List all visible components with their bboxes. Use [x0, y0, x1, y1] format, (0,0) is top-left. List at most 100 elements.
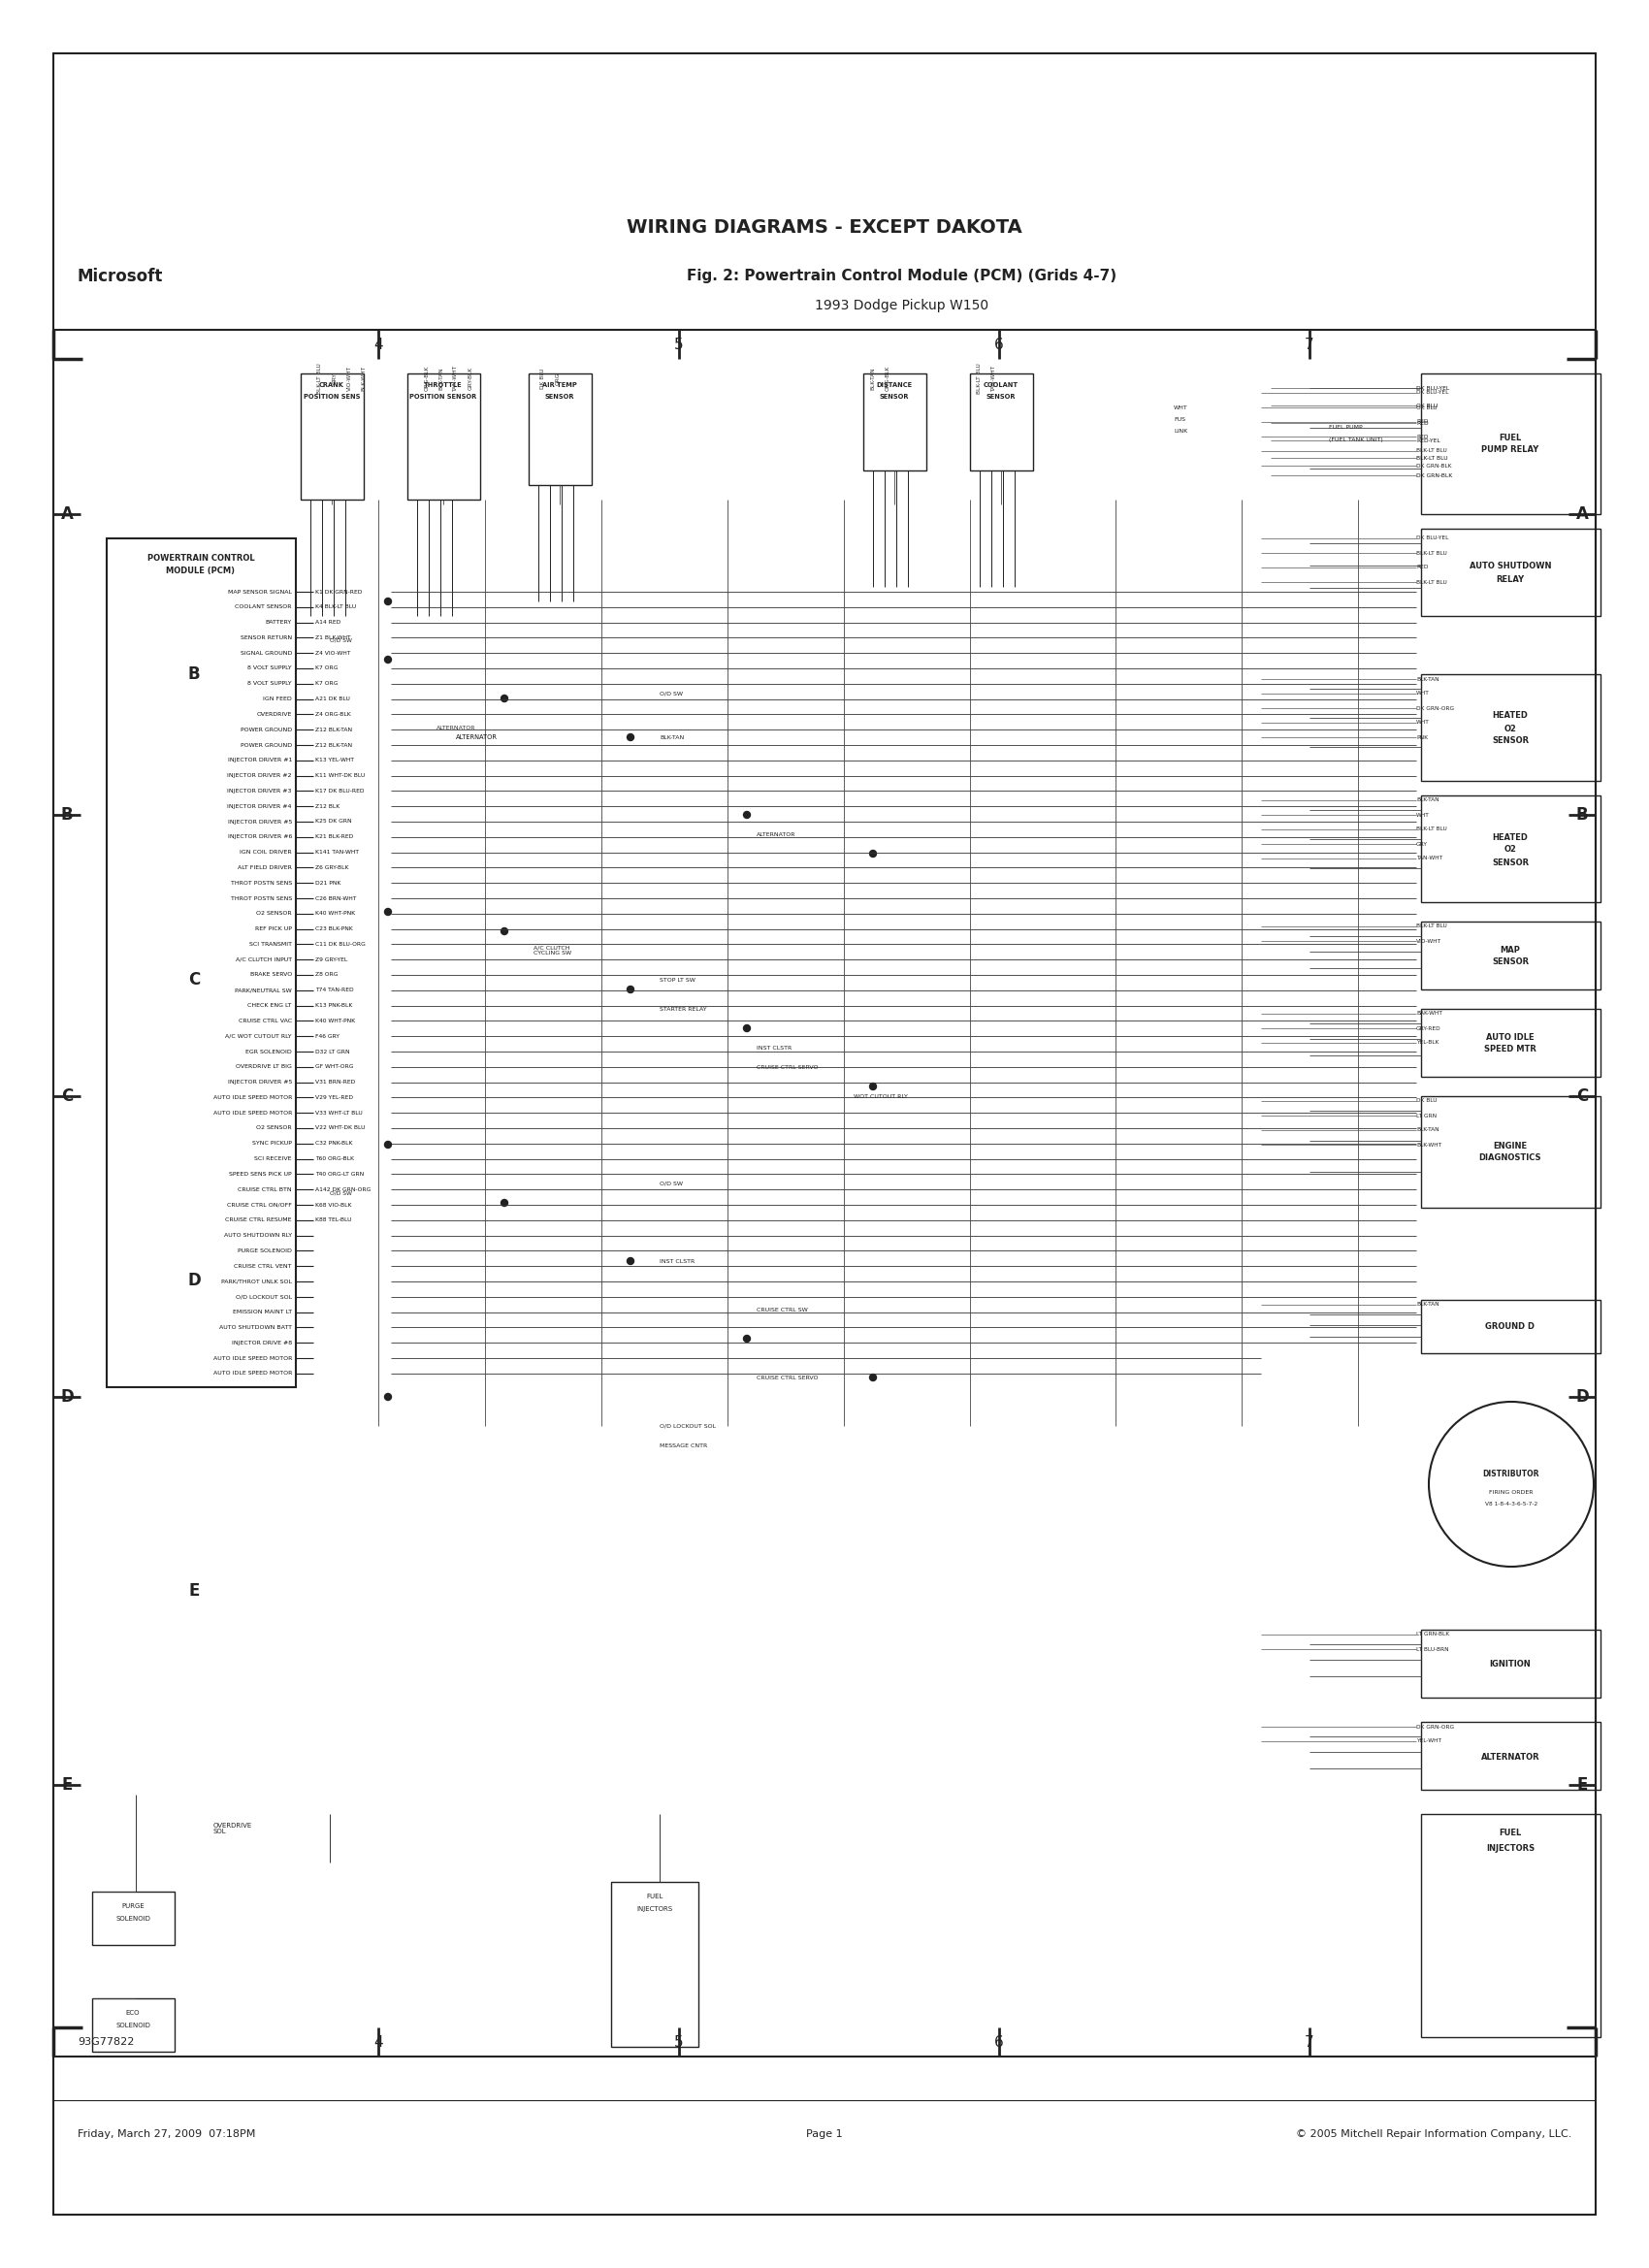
- Text: BLK-TAN: BLK-TAN: [1416, 1127, 1440, 1132]
- Text: T40 ORG-LT GRN: T40 ORG-LT GRN: [315, 1173, 364, 1177]
- Text: SYNC PICKUP: SYNC PICKUP: [252, 1141, 292, 1145]
- Text: Z6 GRY-BLK: Z6 GRY-BLK: [315, 864, 348, 871]
- Circle shape: [869, 1374, 876, 1381]
- Text: AUTO IDLE SPEED MOTOR: AUTO IDLE SPEED MOTOR: [213, 1111, 292, 1116]
- Text: ENGINE: ENGINE: [1494, 1141, 1527, 1150]
- Text: T74 TAN-RED: T74 TAN-RED: [315, 989, 353, 993]
- Text: WHT: WHT: [1416, 721, 1430, 726]
- Text: INJECTORS: INJECTORS: [637, 1905, 673, 1912]
- Text: Z4 VIO-WHT: Z4 VIO-WHT: [315, 651, 351, 655]
- Text: K141 TAN-WHT: K141 TAN-WHT: [315, 850, 359, 855]
- Text: Z8 ORG: Z8 ORG: [315, 973, 338, 978]
- Text: K7 ORG: K7 ORG: [315, 667, 338, 671]
- Text: D: D: [1575, 1388, 1588, 1406]
- Text: C11 DK BLU-ORG: C11 DK BLU-ORG: [315, 941, 366, 946]
- Text: FUEL: FUEL: [646, 1894, 663, 1898]
- Text: MESSAGE CNTR: MESSAGE CNTR: [660, 1442, 707, 1447]
- Bar: [970, 374, 1032, 469]
- Bar: [1421, 1721, 1601, 1789]
- Text: E: E: [188, 1583, 200, 1599]
- Text: INJECTOR DRIVER #3: INJECTOR DRIVER #3: [228, 789, 292, 794]
- Bar: [1421, 528, 1601, 617]
- Bar: [612, 1882, 699, 2046]
- Text: O/D LOCKOUT SOL: O/D LOCKOUT SOL: [236, 1295, 292, 1300]
- Circle shape: [501, 694, 508, 701]
- Text: K25 DK GRN: K25 DK GRN: [315, 819, 351, 823]
- Text: OK BLU: OK BLU: [1416, 406, 1438, 411]
- Text: 8 VOLT SUPPLY: 8 VOLT SUPPLY: [247, 667, 292, 671]
- Text: COOLANT SENSOR: COOLANT SENSOR: [236, 606, 292, 610]
- Text: HEATED: HEATED: [1492, 832, 1529, 841]
- Text: TAN-WHT: TAN-WHT: [453, 365, 458, 392]
- Text: Z12 BLK-TAN: Z12 BLK-TAN: [315, 742, 353, 748]
- Text: T60 ORG-BLK: T60 ORG-BLK: [315, 1157, 355, 1161]
- Text: SENSOR: SENSOR: [879, 395, 909, 399]
- Bar: [1421, 1814, 1601, 2037]
- Text: FIRING ORDER: FIRING ORDER: [1489, 1490, 1534, 1495]
- Text: BLK-TAN: BLK-TAN: [1416, 798, 1440, 803]
- Text: DISTRIBUTOR: DISTRIBUTOR: [1482, 1470, 1540, 1479]
- Text: LT BLU-BRN: LT BLU-BRN: [1416, 1647, 1449, 1651]
- Text: ECO: ECO: [125, 2009, 140, 2016]
- Text: DK GRN-ORG: DK GRN-ORG: [1416, 705, 1454, 710]
- Text: V31 BRN-RED: V31 BRN-RED: [315, 1080, 355, 1084]
- Text: B: B: [61, 805, 73, 823]
- Text: BLK-LT BLU: BLK-LT BLU: [1416, 551, 1446, 556]
- Text: BLK-LT BLU: BLK-LT BLU: [978, 363, 983, 395]
- Bar: [864, 374, 927, 469]
- Text: SENSOR: SENSOR: [1492, 957, 1529, 966]
- Circle shape: [384, 909, 391, 916]
- Text: CRUISE CTRL VAC: CRUISE CTRL VAC: [239, 1018, 292, 1023]
- Text: ALTERNATOR: ALTERNATOR: [437, 726, 477, 730]
- Text: STARTER RELAY: STARTER RELAY: [660, 1007, 707, 1012]
- Text: O2 SENSOR: O2 SENSOR: [257, 912, 292, 916]
- Text: GRY: GRY: [331, 372, 336, 383]
- Bar: [1421, 374, 1601, 515]
- Text: PARK/THROT UNLK SOL: PARK/THROT UNLK SOL: [221, 1279, 292, 1284]
- Text: ALTERNATOR: ALTERNATOR: [757, 832, 796, 837]
- Text: AUTO IDLE SPEED MOTOR: AUTO IDLE SPEED MOTOR: [213, 1095, 292, 1100]
- Text: ALTERNATOR: ALTERNATOR: [455, 735, 498, 739]
- Text: C: C: [1576, 1086, 1588, 1105]
- Text: V29 YEL-RED: V29 YEL-RED: [315, 1095, 353, 1100]
- Text: INJECTORS: INJECTORS: [1486, 1844, 1535, 1853]
- Text: BLK-LT BLU: BLK-LT BLU: [1416, 581, 1446, 585]
- Text: AUTO SHUTDOWN BATT: AUTO SHUTDOWN BATT: [219, 1325, 292, 1329]
- Text: ORG-BLK: ORG-BLK: [424, 365, 429, 390]
- Text: CRUISE CTRL BTN: CRUISE CTRL BTN: [237, 1186, 292, 1193]
- Circle shape: [744, 1025, 750, 1032]
- Text: SENSOR: SENSOR: [986, 395, 1016, 399]
- Bar: [1421, 1300, 1601, 1354]
- Circle shape: [627, 735, 633, 742]
- Text: SPEED MTR: SPEED MTR: [1484, 1046, 1537, 1055]
- Text: WHT: WHT: [1416, 692, 1430, 696]
- Text: K17 DK BLU-RED: K17 DK BLU-RED: [315, 789, 364, 794]
- Text: ORG: ORG: [556, 372, 561, 386]
- Text: FUEL: FUEL: [1499, 433, 1522, 442]
- Text: EGR SOLENOID: EGR SOLENOID: [246, 1050, 292, 1055]
- Circle shape: [627, 1259, 633, 1266]
- Text: BLK-WHT: BLK-WHT: [1416, 1143, 1441, 1148]
- Text: INJECTOR DRIVER #5: INJECTOR DRIVER #5: [228, 819, 292, 823]
- Text: DK GRN-BLK: DK GRN-BLK: [1416, 474, 1453, 479]
- Text: IGN FEED: IGN FEED: [264, 696, 292, 701]
- Text: LT GRN: LT GRN: [1416, 1114, 1436, 1118]
- Text: SIGNAL GROUND: SIGNAL GROUND: [241, 651, 292, 655]
- Bar: [300, 374, 364, 499]
- Text: V33 WHT-LT BLU: V33 WHT-LT BLU: [315, 1111, 363, 1116]
- Text: INST CLSTR: INST CLSTR: [757, 1046, 792, 1050]
- Text: THROT POSTN SENS: THROT POSTN SENS: [231, 880, 292, 885]
- Text: IGNITION: IGNITION: [1489, 1660, 1530, 1669]
- Text: RED-YEL: RED-YEL: [1416, 438, 1440, 442]
- Text: D21 PNK: D21 PNK: [315, 880, 341, 885]
- Text: INJECTOR DRIVER #2: INJECTOR DRIVER #2: [228, 773, 292, 778]
- Text: SENSOR RETURN: SENSOR RETURN: [241, 635, 292, 640]
- Text: YEL-WHT: YEL-WHT: [1416, 1740, 1441, 1744]
- Bar: [1421, 1631, 1601, 1699]
- Text: RED: RED: [1416, 565, 1428, 569]
- Text: COOLANT: COOLANT: [983, 383, 1019, 388]
- Text: INJECTOR DRIVER #5: INJECTOR DRIVER #5: [228, 1080, 292, 1084]
- Text: Microsoft: Microsoft: [78, 268, 163, 286]
- Bar: [1421, 674, 1601, 780]
- Text: TAN-WHT: TAN-WHT: [1416, 855, 1443, 862]
